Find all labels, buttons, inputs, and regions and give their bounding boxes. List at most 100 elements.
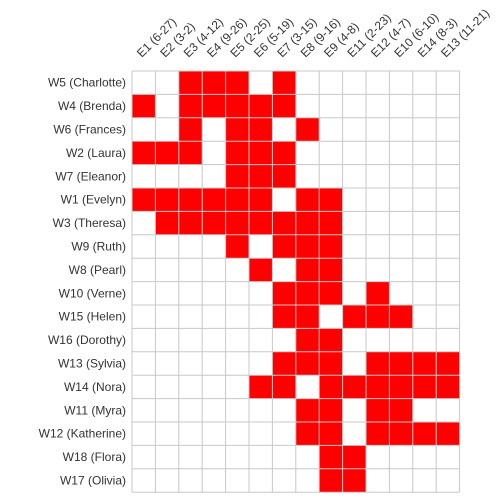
cell-r5-c1 xyxy=(132,164,156,188)
cell-r13-c12 xyxy=(389,351,413,376)
cell-r6-c13 xyxy=(412,188,437,212)
cell-r17-c10 xyxy=(342,445,366,469)
cell-r6-c12 xyxy=(389,188,413,212)
cell-r4-c3 xyxy=(178,141,203,165)
cell-r15-c12 xyxy=(389,398,413,422)
cell-r13-c4 xyxy=(202,351,226,376)
cell-r13-c9 xyxy=(319,351,343,376)
row-label: W7 (Eleanor) xyxy=(55,169,126,183)
cell-r1-c13 xyxy=(412,71,437,95)
cell-r15-c6 xyxy=(249,398,273,422)
cell-r2-c5 xyxy=(225,94,249,118)
cell-r12-c4 xyxy=(202,328,226,352)
cell-r8-c5 xyxy=(225,234,249,259)
cell-r18-c14 xyxy=(436,468,460,493)
cell-r2-c1 xyxy=(132,94,156,118)
cell-r12-c9 xyxy=(319,328,343,352)
cell-r9-c7 xyxy=(272,258,296,282)
cell-r13-c2 xyxy=(155,351,179,376)
cell-r7-c10 xyxy=(342,211,366,235)
cell-r3-c1 xyxy=(132,117,156,142)
cell-r6-c14 xyxy=(436,188,460,212)
cell-r5-c8 xyxy=(295,164,320,188)
cell-r5-c6 xyxy=(249,164,273,188)
cell-r5-c2 xyxy=(155,164,179,188)
cell-r12-c3 xyxy=(178,328,203,352)
cell-r15-c4 xyxy=(202,398,226,422)
cell-r8-c4 xyxy=(202,234,226,259)
cell-r1-c12 xyxy=(389,71,413,95)
cell-r2-c13 xyxy=(412,94,437,118)
cell-r9-c10 xyxy=(342,258,366,282)
cell-r9-c2 xyxy=(155,258,179,282)
cell-r14-c9 xyxy=(319,375,343,399)
cell-r11-c14 xyxy=(436,305,460,329)
row-label: W12 (Katherine) xyxy=(39,427,126,441)
cell-r16-c4 xyxy=(202,422,226,446)
cell-r9-c13 xyxy=(412,258,437,282)
cell-r5-c11 xyxy=(366,164,390,188)
cell-r7-c5 xyxy=(225,211,249,235)
cell-r8-c13 xyxy=(412,234,437,259)
cell-r9-c4 xyxy=(202,258,226,282)
cell-r1-c7 xyxy=(272,71,296,95)
cell-r1-c14 xyxy=(436,71,460,95)
cell-r18-c7 xyxy=(272,468,296,493)
cell-r18-c13 xyxy=(412,468,437,493)
row-label: W2 (Laura) xyxy=(66,146,126,160)
row-label: W8 (Pearl) xyxy=(69,263,126,277)
cell-r12-c8 xyxy=(295,328,320,352)
cell-r9-c3 xyxy=(178,258,203,282)
cell-r11-c9 xyxy=(319,305,343,329)
cell-r18-c12 xyxy=(389,468,413,493)
cell-r17-c1 xyxy=(132,445,156,469)
cell-r5-c12 xyxy=(389,164,413,188)
cell-r15-c7 xyxy=(272,398,296,422)
cell-r1-c1 xyxy=(132,71,156,95)
cell-r6-c7 xyxy=(272,188,296,212)
column-labels: E1 (6-27)E2 (3-2)E3 (4-12)E4 (9-26)E5 (2… xyxy=(134,6,492,60)
cell-r8-c3 xyxy=(178,234,203,259)
cell-r14-c14 xyxy=(436,375,460,399)
cell-r14-c3 xyxy=(178,375,203,399)
cell-r17-c11 xyxy=(366,445,390,469)
matrix-cells xyxy=(132,71,460,493)
row-label: W16 (Dorothy) xyxy=(48,333,126,347)
cell-r4-c1 xyxy=(132,141,156,165)
cell-r16-c6 xyxy=(249,422,273,446)
cell-r13-c11 xyxy=(366,351,390,376)
cell-r10-c9 xyxy=(319,281,343,305)
cell-r6-c2 xyxy=(155,188,179,212)
cell-r14-c11 xyxy=(366,375,390,399)
row-label: W1 (Evelyn) xyxy=(61,193,126,207)
cell-r3-c4 xyxy=(202,117,226,142)
cell-r18-c3 xyxy=(178,468,203,493)
cell-r16-c10 xyxy=(342,422,366,446)
cell-r8-c10 xyxy=(342,234,366,259)
cell-r10-c4 xyxy=(202,281,226,305)
cell-r13-c10 xyxy=(342,351,366,376)
cell-r18-c9 xyxy=(319,468,343,493)
cell-r11-c8 xyxy=(295,305,320,329)
cell-r12-c14 xyxy=(436,328,460,352)
cell-r7-c3 xyxy=(178,211,203,235)
cell-r17-c8 xyxy=(295,445,320,469)
cell-r7-c2 xyxy=(155,211,179,235)
cell-r10-c10 xyxy=(342,281,366,305)
cell-r4-c11 xyxy=(366,141,390,165)
cell-r15-c13 xyxy=(412,398,437,422)
cell-r3-c11 xyxy=(366,117,390,142)
cell-r5-c10 xyxy=(342,164,366,188)
cell-r11-c11 xyxy=(366,305,390,329)
cell-r17-c13 xyxy=(412,445,437,469)
cell-r6-c10 xyxy=(342,188,366,212)
cell-r10-c3 xyxy=(178,281,203,305)
cell-r11-c1 xyxy=(132,305,156,329)
cell-r11-c6 xyxy=(249,305,273,329)
cell-r3-c7 xyxy=(272,117,296,142)
row-label: W15 (Helen) xyxy=(59,310,126,324)
cell-r9-c12 xyxy=(389,258,413,282)
cell-r12-c10 xyxy=(342,328,366,352)
cell-r12-c2 xyxy=(155,328,179,352)
